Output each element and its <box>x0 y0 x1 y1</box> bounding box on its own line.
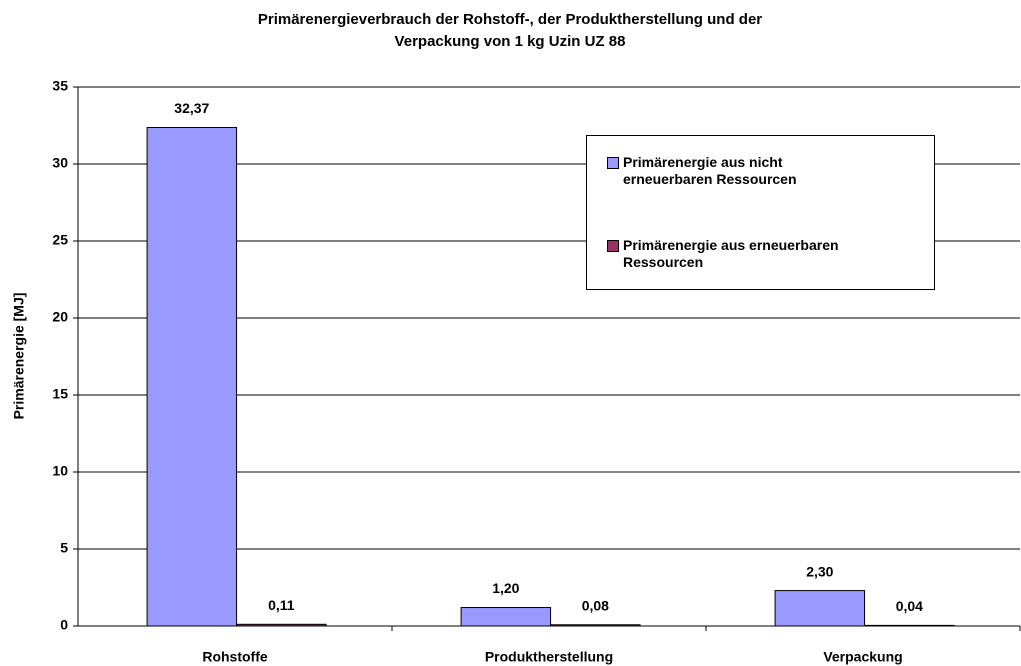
chart-title: Verpackung von 1 kg Uzin UZ 88 <box>395 33 626 50</box>
legend-swatch <box>607 157 619 169</box>
x-tick-label: Produktherstellung <box>485 649 613 665</box>
data-label: 0,04 <box>896 598 923 614</box>
y-tick-label: 35 <box>52 78 68 94</box>
y-tick-label: 20 <box>52 309 68 325</box>
x-tick-label: Rohstoffe <box>202 649 268 665</box>
legend-item: Primärenergie aus erneuerbaren Ressource… <box>607 237 873 271</box>
y-tick-label: 30 <box>52 155 68 171</box>
chart-title: Primärenergieverbrauch der Rohstoff-, de… <box>258 11 762 28</box>
y-tick-label: 5 <box>60 540 68 556</box>
legend-label: Primärenergie aus erneuerbaren Ressource… <box>623 237 839 270</box>
legend: Primärenergie aus nicht erneuerbaren Res… <box>586 135 935 290</box>
y-tick-label: 10 <box>52 463 68 479</box>
data-label: 1,20 <box>492 580 519 596</box>
y-tick-label: 15 <box>52 386 68 402</box>
y-tick-label: 25 <box>52 232 68 248</box>
bar <box>774 590 866 627</box>
y-axis-label: Primärenergie [MJ] <box>11 293 27 420</box>
data-label: 0,08 <box>582 597 609 613</box>
y-tick-label: 0 <box>60 617 68 633</box>
bar <box>460 607 552 627</box>
data-label: 32,37 <box>174 100 209 116</box>
data-label: 0,11 <box>268 597 295 613</box>
bar <box>146 127 238 627</box>
legend-item: Primärenergie aus nicht erneuerbaren Res… <box>607 154 873 188</box>
legend-swatch <box>607 240 619 252</box>
data-label: 2,30 <box>806 563 833 579</box>
x-tick-label: Verpackung <box>823 649 902 665</box>
legend-label: Primärenergie aus nicht erneuerbaren Res… <box>623 154 797 187</box>
